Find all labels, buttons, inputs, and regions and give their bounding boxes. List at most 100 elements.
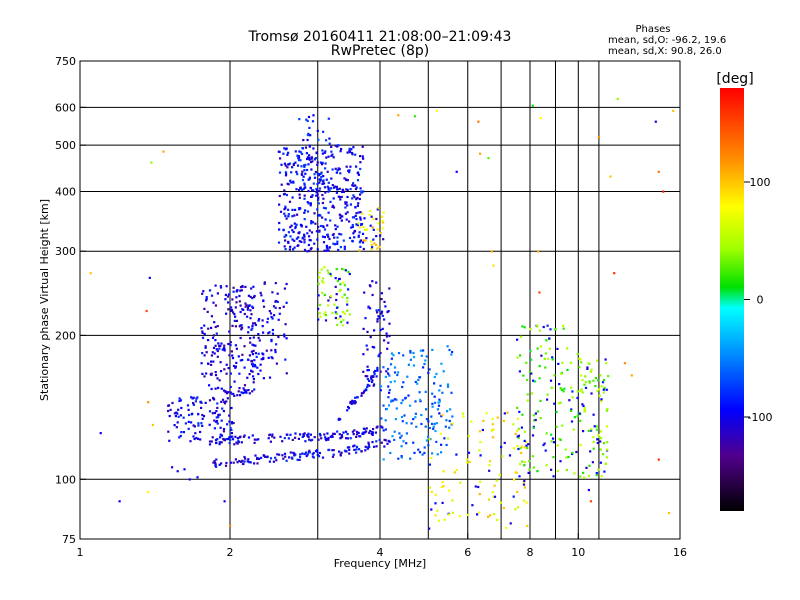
data-point (316, 214, 320, 217)
data-point (295, 170, 298, 173)
data-point (260, 456, 263, 459)
data-point (354, 214, 357, 217)
data-point (307, 202, 310, 205)
data-point (489, 514, 492, 517)
data-point (401, 385, 404, 389)
data-point (530, 392, 534, 395)
data-point (355, 435, 358, 438)
data-point (352, 433, 355, 436)
data-point (230, 422, 234, 425)
data-point (549, 379, 553, 382)
data-point (348, 272, 351, 276)
data-point (304, 146, 308, 149)
data-point (495, 479, 498, 482)
data-point (380, 385, 383, 388)
data-point (330, 187, 333, 190)
data-point (250, 350, 253, 353)
data-point (397, 352, 401, 355)
data-point (412, 441, 415, 444)
data-point (250, 328, 253, 331)
data-point (424, 390, 427, 393)
colorbar-tick-label: -100 (748, 411, 773, 424)
data-point (270, 340, 273, 343)
data-point (413, 115, 417, 118)
data-point (287, 231, 290, 234)
data-point (249, 317, 252, 320)
data-point (313, 212, 316, 215)
data-point (278, 453, 281, 456)
data-point (201, 372, 204, 375)
data-point (400, 445, 403, 448)
data-point (310, 220, 313, 223)
data-point (515, 471, 518, 474)
data-point (243, 345, 246, 348)
data-point (303, 182, 306, 185)
data-point (251, 370, 254, 373)
data-point (222, 389, 226, 392)
data-point (584, 386, 588, 389)
data-point (343, 245, 346, 248)
data-point (291, 438, 294, 441)
data-point (266, 317, 269, 320)
data-point (478, 430, 482, 433)
data-point (340, 320, 343, 323)
data-point (221, 348, 224, 351)
data-point (287, 151, 290, 154)
data-point (311, 160, 314, 163)
data-point (325, 139, 328, 142)
data-point (288, 200, 292, 203)
data-point (368, 384, 371, 387)
data-point (430, 422, 434, 425)
data-point (319, 224, 322, 228)
data-point (305, 152, 308, 155)
data-point (362, 327, 365, 330)
data-point (259, 369, 262, 372)
data-point (215, 410, 218, 413)
data-point (576, 352, 579, 356)
data-point (590, 392, 593, 395)
data-point (598, 435, 601, 438)
data-point (367, 441, 370, 444)
data-point (262, 353, 265, 356)
data-point (297, 232, 300, 235)
data-point (527, 443, 530, 446)
data-point (516, 445, 519, 448)
data-point (262, 357, 265, 361)
data-point (377, 315, 380, 318)
data-point (168, 414, 171, 418)
data-point (331, 434, 334, 437)
data-point (544, 366, 547, 369)
data-point (412, 351, 415, 355)
data-point (203, 332, 206, 336)
data-point (299, 455, 302, 459)
data-point (467, 435, 470, 438)
data-point (597, 136, 601, 139)
data-point (348, 236, 352, 240)
data-point (311, 452, 314, 456)
data-point (354, 396, 357, 399)
data-point (250, 313, 253, 316)
data-point (251, 327, 254, 330)
data-point (523, 479, 526, 483)
data-point (251, 343, 254, 346)
data-point (379, 232, 382, 235)
data-point (192, 403, 195, 406)
data-point (219, 436, 222, 439)
data-point (380, 417, 383, 420)
data-point (236, 394, 239, 397)
data-point (257, 352, 260, 355)
data-point (204, 346, 207, 349)
data-point (491, 436, 495, 439)
data-point (578, 412, 581, 415)
data-point (325, 156, 328, 159)
data-point (313, 173, 316, 176)
data-point (362, 190, 365, 193)
data-point (199, 438, 202, 441)
data-point (383, 318, 386, 321)
data-point (373, 445, 376, 448)
data-point (283, 147, 286, 150)
data-point (503, 412, 506, 415)
data-point (356, 430, 359, 433)
data-point (284, 248, 287, 251)
data-point (293, 222, 296, 225)
